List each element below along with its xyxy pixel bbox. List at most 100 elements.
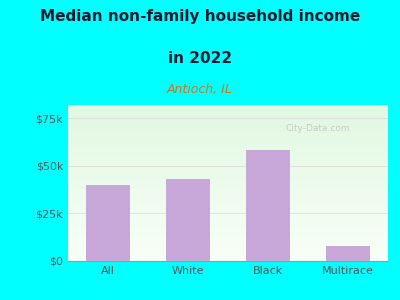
Bar	[68, 122, 388, 123]
Bar	[68, 257, 388, 258]
Bar	[68, 239, 388, 240]
Bar	[68, 200, 388, 201]
Bar	[68, 201, 388, 202]
Bar	[68, 220, 388, 221]
Bar	[68, 165, 388, 166]
Bar	[68, 169, 388, 170]
Bar	[68, 224, 388, 225]
Bar	[68, 256, 388, 257]
Bar	[68, 202, 388, 203]
Bar	[68, 216, 388, 217]
Bar	[68, 141, 388, 142]
Bar	[68, 159, 388, 160]
Bar	[68, 162, 388, 163]
Bar	[68, 147, 388, 148]
Bar	[68, 149, 388, 150]
Bar	[68, 136, 388, 137]
Bar	[68, 112, 388, 113]
Bar	[68, 109, 388, 110]
Text: in 2022: in 2022	[168, 51, 232, 66]
Bar	[68, 244, 388, 245]
Bar	[68, 178, 388, 179]
Bar	[68, 148, 388, 149]
Bar	[68, 107, 388, 108]
Bar	[326, 246, 370, 261]
Bar	[68, 229, 388, 230]
Bar	[68, 221, 388, 223]
Bar	[68, 209, 388, 210]
Bar	[68, 182, 388, 183]
Bar	[68, 243, 388, 244]
Bar	[68, 125, 388, 126]
Bar	[68, 126, 388, 127]
Bar	[68, 145, 388, 146]
Bar	[68, 194, 388, 196]
Bar	[68, 227, 388, 228]
Bar	[68, 240, 388, 241]
Bar	[166, 179, 210, 261]
Bar	[68, 206, 388, 207]
Bar	[68, 199, 388, 200]
Bar	[68, 127, 388, 128]
Bar	[68, 139, 388, 140]
Bar	[68, 191, 388, 192]
Bar	[68, 255, 388, 256]
Bar	[68, 187, 388, 188]
Bar	[68, 160, 388, 161]
Bar	[68, 134, 388, 135]
Bar	[68, 215, 388, 216]
Bar	[68, 155, 388, 156]
Bar	[68, 167, 388, 168]
Bar	[246, 150, 290, 261]
Bar	[68, 248, 388, 250]
Bar	[68, 133, 388, 134]
Bar	[68, 203, 388, 204]
Bar	[68, 156, 388, 157]
Bar	[68, 233, 388, 234]
Bar	[68, 260, 388, 261]
Bar	[68, 236, 388, 237]
Bar	[68, 152, 388, 153]
Bar	[68, 151, 388, 152]
Bar	[68, 138, 388, 139]
Bar	[68, 208, 388, 209]
Bar	[68, 116, 388, 118]
Bar	[68, 198, 388, 199]
Bar	[68, 172, 388, 174]
Bar	[68, 228, 388, 229]
Bar	[68, 253, 388, 254]
Text: City-Data.com: City-Data.com	[286, 124, 350, 133]
Bar	[68, 212, 388, 213]
Bar	[86, 185, 130, 261]
Bar	[68, 245, 388, 246]
Bar	[68, 185, 388, 186]
Bar	[68, 121, 388, 122]
Bar	[68, 177, 388, 178]
Text: Median non-family household income: Median non-family household income	[40, 9, 360, 24]
Bar	[68, 217, 388, 218]
Bar	[68, 140, 388, 141]
Bar	[68, 242, 388, 243]
Bar	[68, 111, 388, 112]
Bar	[68, 237, 388, 238]
Bar	[68, 250, 388, 252]
Bar	[68, 128, 388, 129]
Bar	[68, 196, 388, 198]
Bar	[68, 254, 388, 255]
Bar	[68, 118, 388, 119]
Bar	[68, 120, 388, 121]
Bar	[68, 259, 388, 260]
Bar	[68, 143, 388, 145]
Bar	[68, 192, 388, 194]
Bar	[68, 190, 388, 191]
Bar	[68, 113, 388, 114]
Bar	[68, 223, 388, 224]
Bar	[68, 183, 388, 184]
Bar	[68, 137, 388, 138]
Bar	[68, 188, 388, 189]
Text: Antioch, IL: Antioch, IL	[167, 82, 233, 95]
Bar	[68, 108, 388, 109]
Bar	[68, 124, 388, 125]
Bar	[68, 106, 388, 107]
Bar	[68, 246, 388, 247]
